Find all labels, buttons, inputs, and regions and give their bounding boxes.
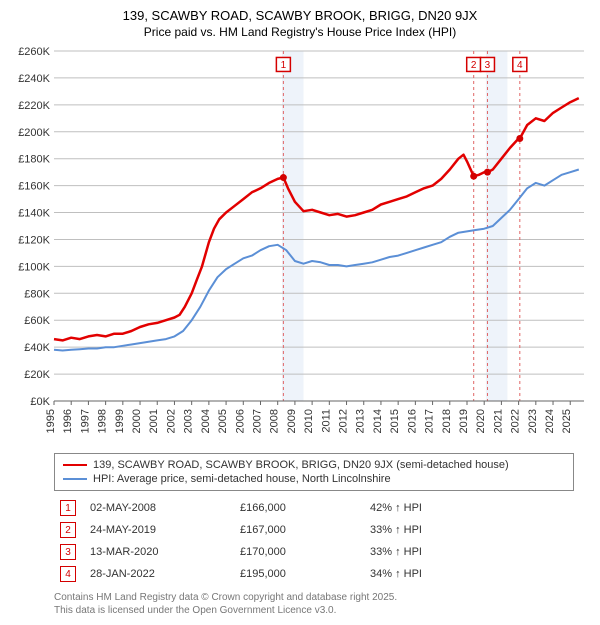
- marker-delta: 33% ↑ HPI: [364, 519, 574, 541]
- svg-text:2009: 2009: [286, 409, 298, 433]
- svg-text:£240K: £240K: [18, 73, 50, 85]
- footnote-line-2: This data is licensed under the Open Gov…: [54, 605, 336, 616]
- svg-text:£120K: £120K: [18, 234, 50, 246]
- svg-text:2017: 2017: [424, 409, 436, 433]
- legend-label: HPI: Average price, semi-detached house,…: [93, 473, 391, 485]
- svg-text:2020: 2020: [475, 409, 487, 433]
- svg-text:1: 1: [281, 60, 287, 71]
- chart-area: £0K £20K £40K £60K £80K £100K £120K £140K £160K £…: [10, 45, 590, 445]
- svg-text:2000: 2000: [131, 409, 143, 433]
- svg-text:2019: 2019: [458, 409, 470, 433]
- footnote-line-1: Contains HM Land Registry data © Crown c…: [54, 592, 397, 603]
- svg-text:2004: 2004: [200, 409, 212, 433]
- svg-text:2012: 2012: [338, 409, 350, 433]
- legend-row: HPI: Average price, semi-detached house,…: [63, 472, 565, 486]
- svg-text:2024: 2024: [544, 409, 556, 433]
- marker-price: £170,000: [234, 541, 364, 563]
- svg-text:2008: 2008: [269, 409, 281, 433]
- svg-text:2010: 2010: [303, 409, 315, 433]
- svg-text:£200K: £200K: [18, 127, 50, 139]
- table-row: 1 02-MAY-2008£166,00042% ↑ HPI: [54, 497, 574, 519]
- legend-swatch: [63, 464, 87, 466]
- svg-text:1997: 1997: [79, 409, 91, 433]
- legend-label: 139, SCAWBY ROAD, SCAWBY BROOK, BRIGG, D…: [93, 459, 509, 471]
- marker-price: £195,000: [234, 563, 364, 585]
- legend-row: 139, SCAWBY ROAD, SCAWBY BROOK, BRIGG, D…: [63, 458, 565, 472]
- chart-subtitle: Price paid vs. HM Land Registry's House …: [10, 25, 590, 39]
- svg-text:£20K: £20K: [24, 369, 50, 381]
- marker-date: 28-JAN-2022: [84, 563, 234, 585]
- svg-text:£180K: £180K: [18, 154, 50, 166]
- svg-text:2022: 2022: [510, 409, 522, 433]
- svg-text:£160K: £160K: [18, 181, 50, 193]
- svg-text:1998: 1998: [97, 409, 109, 433]
- svg-text:£100K: £100K: [18, 261, 50, 273]
- marker-date: 02-MAY-2008: [84, 497, 234, 519]
- chart-title: 139, SCAWBY ROAD, SCAWBY BROOK, BRIGG, D…: [10, 8, 590, 23]
- marker-number-box: 1: [60, 500, 76, 516]
- chart-svg: £0K £20K £40K £60K £80K £100K £120K £140K £160K £…: [10, 45, 590, 445]
- svg-text:2014: 2014: [372, 409, 384, 433]
- marker-price: £166,000: [234, 497, 364, 519]
- svg-text:£0K: £0K: [30, 396, 50, 408]
- marker-number-box: 3: [60, 544, 76, 560]
- marker-number-box: 2: [60, 522, 76, 538]
- svg-text:2013: 2013: [355, 409, 367, 433]
- svg-text:£260K: £260K: [18, 46, 50, 58]
- marker-price: £167,000: [234, 519, 364, 541]
- legend: 139, SCAWBY ROAD, SCAWBY BROOK, BRIGG, D…: [54, 453, 574, 491]
- marker-date: 13-MAR-2020: [84, 541, 234, 563]
- marker-delta: 42% ↑ HPI: [364, 497, 574, 519]
- svg-text:2006: 2006: [234, 409, 246, 433]
- svg-text:2003: 2003: [183, 409, 195, 433]
- svg-text:1999: 1999: [114, 409, 126, 433]
- svg-text:£80K: £80K: [24, 288, 50, 300]
- svg-text:2007: 2007: [251, 409, 263, 433]
- svg-text:2: 2: [471, 60, 477, 71]
- svg-text:2005: 2005: [217, 409, 229, 433]
- svg-text:2015: 2015: [389, 409, 401, 433]
- svg-text:2016: 2016: [406, 409, 418, 433]
- svg-text:£40K: £40K: [24, 342, 50, 354]
- svg-text:2018: 2018: [441, 409, 453, 433]
- table-row: 3 13-MAR-2020£170,00033% ↑ HPI: [54, 541, 574, 563]
- legend-swatch: [63, 478, 87, 480]
- svg-text:2021: 2021: [492, 409, 504, 433]
- svg-text:2002: 2002: [165, 409, 177, 433]
- svg-text:£140K: £140K: [18, 208, 50, 220]
- svg-text:3: 3: [485, 60, 491, 71]
- svg-text:2011: 2011: [320, 409, 332, 433]
- table-row: 2 24-MAY-2019£167,00033% ↑ HPI: [54, 519, 574, 541]
- svg-text:2023: 2023: [527, 409, 539, 433]
- marker-number-box: 4: [60, 566, 76, 582]
- svg-text:2025: 2025: [561, 409, 573, 433]
- svg-text:2001: 2001: [148, 409, 160, 433]
- marker-delta: 33% ↑ HPI: [364, 541, 574, 563]
- svg-text:1996: 1996: [62, 409, 74, 433]
- svg-text:4: 4: [517, 60, 523, 71]
- svg-text:1995: 1995: [45, 409, 57, 433]
- svg-text:£220K: £220K: [18, 100, 50, 112]
- svg-text:£60K: £60K: [24, 315, 50, 327]
- markers-table: 1 02-MAY-2008£166,00042% ↑ HPI 2 24-MAY-201…: [54, 497, 574, 585]
- table-row: 4 28-JAN-2022£195,00034% ↑ HPI: [54, 563, 574, 585]
- marker-date: 24-MAY-2019: [84, 519, 234, 541]
- footnote: Contains HM Land Registry data © Crown c…: [54, 591, 590, 617]
- marker-delta: 34% ↑ HPI: [364, 563, 574, 585]
